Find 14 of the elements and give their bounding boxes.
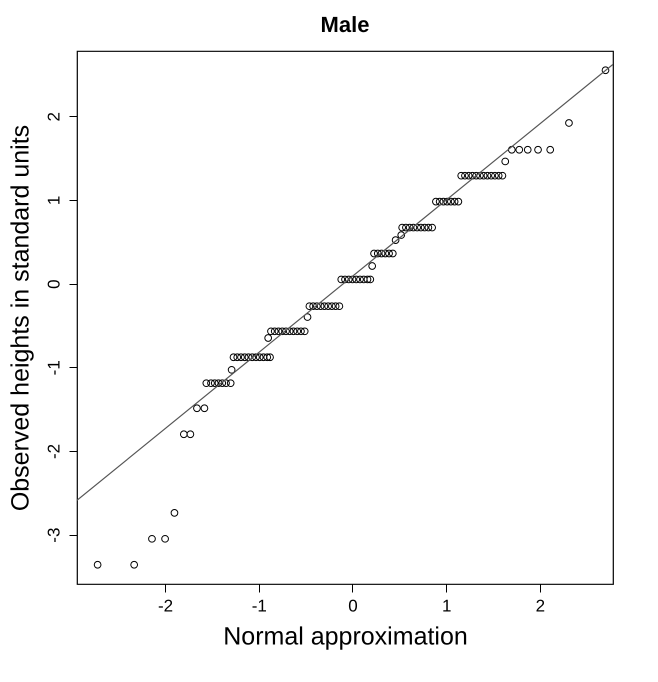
y-tick-label: 0 (44, 279, 64, 289)
y-tick-label: -2 (44, 444, 64, 460)
x-tick-label: 1 (442, 596, 452, 616)
y-axis-title: Observed heights in standard units (6, 124, 34, 512)
y-tick-label: -3 (44, 528, 64, 543)
chart-title: Male (320, 12, 370, 37)
x-tick-label: 2 (536, 596, 546, 616)
y-tick-label: 1 (44, 196, 64, 206)
x-axis-title: Normal approximation (223, 622, 468, 650)
y-tick-label: -1 (44, 360, 64, 376)
x-tick-label: -1 (252, 596, 267, 616)
x-tick-label: 0 (348, 596, 358, 616)
y-tick-label: 2 (44, 112, 64, 122)
x-tick-label: -2 (158, 596, 174, 616)
